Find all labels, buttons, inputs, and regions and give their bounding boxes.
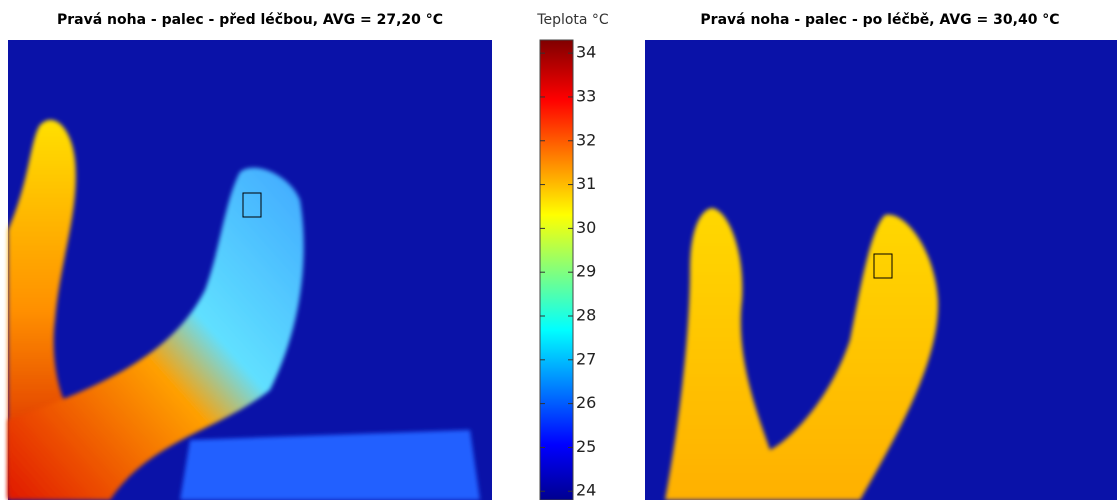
page: Pravá noha - palec - před léčbou, AVG = … [0,0,1117,500]
colorbar-tick-label: 26 [576,393,596,412]
colorbar-tick-label: 29 [576,262,596,281]
colorbar-tick-label: 30 [576,218,596,237]
colorbar-label: Teplota °C [536,12,609,28]
thermal-image-before [8,40,492,500]
colorbar-tick-label: 33 [576,86,596,105]
colorbar [540,40,573,500]
thermal-image-after [645,40,1117,500]
panel-title: Pravá noha - palec - po léčbě, AVG = 30,… [700,12,1059,28]
colorbar-tick-label: 28 [576,306,596,325]
figure: Pravá noha - palec - před léčbou, AVG = … [0,0,1117,500]
colorbar-tick-label: 27 [576,349,596,368]
panel-title: Pravá noha - palec - před léčbou, AVG = … [57,12,443,28]
colorbar-tick-label: 25 [576,437,596,456]
colorbar-tick-label: 34 [576,43,596,62]
colorbar-tick-label: 31 [576,174,596,193]
colorbar-tick-label: 32 [576,130,596,149]
colorbar-tick-label: 24 [576,481,596,500]
